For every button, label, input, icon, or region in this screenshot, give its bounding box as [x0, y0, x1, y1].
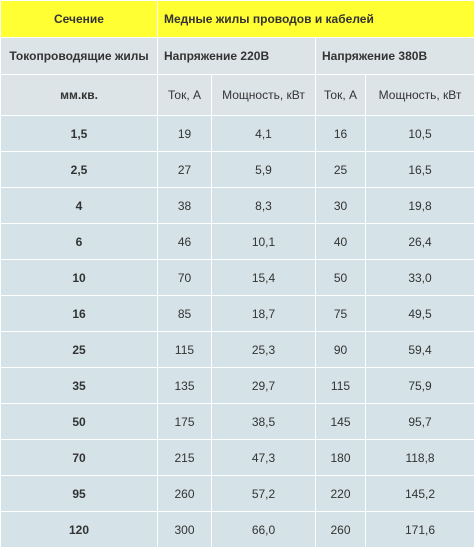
section-cell: 16: [0, 295, 158, 332]
table-row: 10 70 15,4 50 33,0: [0, 259, 474, 296]
section-cell: 50: [0, 403, 158, 440]
power-380-cell: 49,5: [364, 295, 474, 332]
section-cell: 25: [0, 331, 158, 368]
current-220-cell: 260: [157, 475, 212, 512]
power-380-cell: 75,9: [364, 367, 474, 404]
power-220-cell: 4,1: [211, 115, 316, 152]
current-380-cell: 220: [315, 475, 366, 512]
section-cell: 35: [0, 367, 158, 404]
power-220-cell: 29,7: [211, 367, 316, 404]
table-row: 120 300 66,0 260 171,6: [0, 511, 474, 548]
current-220-cell: 300: [157, 511, 212, 548]
section-header: Сечение: [0, 0, 158, 38]
power-380-cell: 145,2: [364, 475, 474, 512]
section-cell: 70: [0, 439, 158, 476]
power-380-header: Мощность, кВт: [364, 74, 474, 116]
current-220-cell: 135: [157, 367, 212, 404]
power-220-cell: 5,9: [211, 151, 316, 188]
current-380-cell: 260: [315, 511, 366, 548]
voltage-220-header: Напряжение 220В: [157, 37, 316, 75]
power-220-cell: 10,1: [211, 223, 316, 260]
power-220-cell: 57,2: [211, 475, 316, 512]
section-cell: 95: [0, 475, 158, 512]
current-380-cell: 75: [315, 295, 366, 332]
table-row: 1,5 19 4,1 16 10,5: [0, 115, 474, 152]
current-380-cell: 115: [315, 367, 366, 404]
current-380-cell: 25: [315, 151, 366, 188]
current-380-cell: 180: [315, 439, 366, 476]
power-220-cell: 15,4: [211, 259, 316, 296]
current-220-cell: 115: [157, 331, 212, 368]
power-220-cell: 38,5: [211, 403, 316, 440]
current-220-cell: 215: [157, 439, 212, 476]
power-380-cell: 10,5: [364, 115, 474, 152]
section-cell: 6: [0, 223, 158, 260]
voltage-380-header: Напряжение 380В: [314, 37, 474, 75]
current-220-cell: 27: [157, 151, 212, 188]
power-380-cell: 118,8: [364, 439, 474, 476]
current-220-header: Ток, А: [157, 74, 212, 116]
table-title: Медные жилы проводов и кабелей: [156, 0, 474, 38]
table-row: 25 115 25,3 90 59,4: [0, 331, 474, 368]
power-220-cell: 18,7: [211, 295, 316, 332]
section-cell: 10: [0, 259, 158, 296]
table-row: 70 215 47,3 180 118,8: [0, 439, 474, 476]
power-380-cell: 33,0: [364, 259, 474, 296]
power-220-cell: 47,3: [211, 439, 316, 476]
table-row: 35 135 29,7 115 75,9: [0, 367, 474, 404]
header-row-title: Сечение Медные жилы проводов и кабелей: [0, 0, 474, 38]
header-row-voltage: Токопроводящие жилы Напряжение 220В Напр…: [0, 37, 474, 75]
table-row: 6 46 10,1 40 26,4: [0, 223, 474, 260]
current-380-header: Ток, А: [315, 74, 366, 116]
power-380-cell: 171,6: [364, 511, 474, 548]
current-380-cell: 16: [315, 115, 366, 152]
current-220-cell: 38: [157, 187, 212, 224]
header-row-units: мм.кв. Ток, А Мощность, кВт Ток, А Мощно…: [0, 74, 474, 116]
power-220-header: Мощность, кВт: [211, 74, 316, 116]
conductors-header: Токопроводящие жилы: [0, 37, 158, 75]
table-row: 95 260 57,2 220 145,2: [0, 475, 474, 512]
section-cell: 1,5: [0, 115, 158, 152]
power-380-cell: 59,4: [364, 331, 474, 368]
table-row: 4 38 8,3 30 19,8: [0, 187, 474, 224]
power-220-cell: 8,3: [211, 187, 316, 224]
current-220-cell: 46: [157, 223, 212, 260]
power-380-cell: 19,8: [364, 187, 474, 224]
power-380-cell: 26,4: [364, 223, 474, 260]
section-cell: 4: [0, 187, 158, 224]
current-220-cell: 85: [157, 295, 212, 332]
current-380-cell: 90: [315, 331, 366, 368]
table-row: 16 85 18,7 75 49,5: [0, 295, 474, 332]
section-cell: 120: [0, 511, 158, 548]
current-380-cell: 50: [315, 259, 366, 296]
current-380-cell: 30: [315, 187, 366, 224]
power-380-cell: 95,7: [364, 403, 474, 440]
current-380-cell: 145: [315, 403, 366, 440]
section-cell: 2,5: [0, 151, 158, 188]
power-220-cell: 25,3: [211, 331, 316, 368]
current-380-cell: 40: [315, 223, 366, 260]
power-380-cell: 16,5: [364, 151, 474, 188]
current-220-cell: 175: [157, 403, 212, 440]
unit-header: мм.кв.: [0, 74, 158, 116]
current-220-cell: 70: [157, 259, 212, 296]
table-row: 50 175 38,5 145 95,7: [0, 403, 474, 440]
current-220-cell: 19: [157, 115, 212, 152]
power-220-cell: 66,0: [211, 511, 316, 548]
table-row: 2,5 27 5,9 25 16,5: [0, 151, 474, 188]
